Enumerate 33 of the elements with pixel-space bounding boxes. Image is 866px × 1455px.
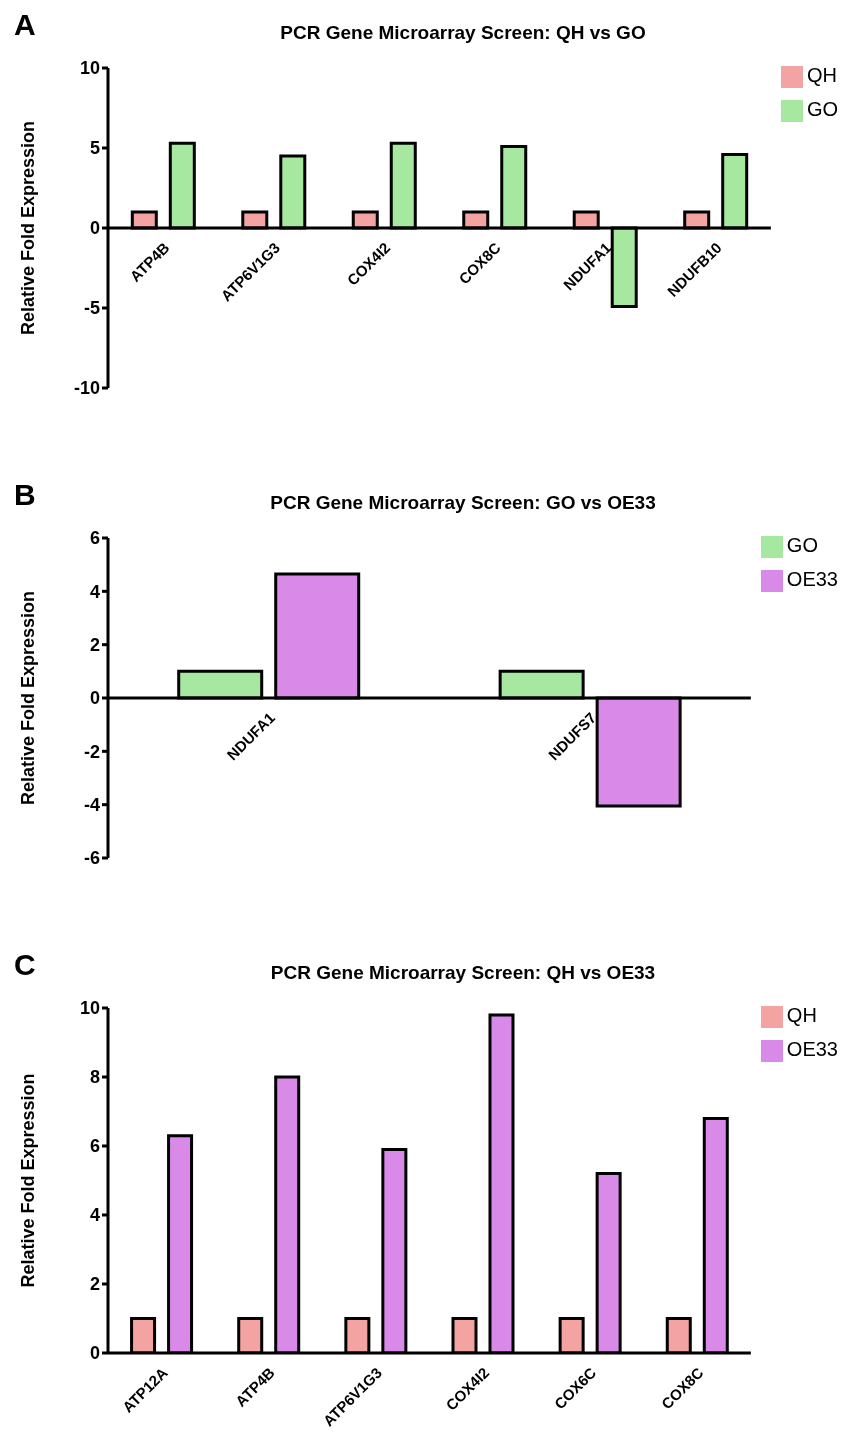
y-tick-label: 8 — [89, 1067, 100, 1088]
y-tick-label: 2 — [89, 1274, 100, 1295]
text: A — [14, 8, 36, 42]
legend-label: QH — [786, 1004, 817, 1026]
legend-label: OE33 — [786, 1038, 838, 1060]
y-tick-label: 4 — [89, 581, 100, 602]
chart-title: PCR Gene Microarray Screen: QH vs GO — [280, 22, 646, 43]
y-tick-label: 5 — [89, 138, 100, 159]
y-axis-title: Relative Fold Expression — [18, 590, 39, 806]
y-tick-label: 10 — [79, 58, 100, 79]
text: B — [14, 478, 36, 512]
y-tick-label: -5 — [83, 298, 100, 319]
y-tick-label: 4 — [89, 1205, 100, 1226]
y-tick-label: 0 — [89, 1343, 100, 1364]
y-tick-label: -10 — [73, 378, 100, 399]
chart-title: PCR Gene Microarray Screen: GO vs OE33 — [270, 492, 656, 513]
y-tick-label: -2 — [83, 741, 100, 762]
y-tick-label: 2 — [89, 635, 100, 656]
y-axis-title: Relative Fold Expression — [18, 1073, 39, 1288]
y-axis-title: Relative Fold Expression — [18, 120, 39, 336]
y-tick-label: 10 — [79, 998, 100, 1019]
legend-label: GO — [786, 534, 818, 556]
y-tick-label: 0 — [89, 688, 100, 709]
legend-label: GO — [806, 98, 838, 120]
legend-label: QH — [806, 64, 837, 86]
y-tick-label: -6 — [83, 848, 100, 869]
legend-label: OE33 — [786, 568, 838, 590]
y-tick-label: 0 — [89, 218, 100, 239]
y-tick-label: 6 — [89, 528, 100, 549]
y-tick-label: 6 — [89, 1136, 100, 1157]
chart-title: PCR Gene Microarray Screen: QH vs OE33 — [270, 962, 656, 983]
text: C — [14, 948, 36, 982]
y-tick-label: -4 — [83, 795, 100, 816]
